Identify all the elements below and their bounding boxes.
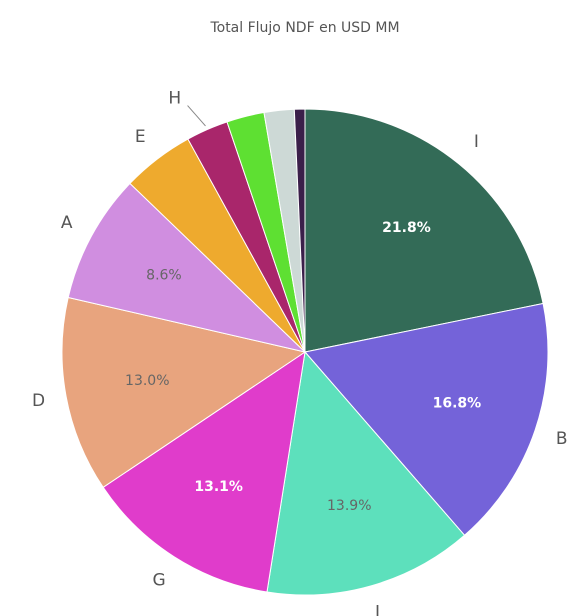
pie-slice (61, 296, 307, 489)
category-label: I (474, 132, 479, 152)
leader-line (187, 105, 206, 127)
category-label: H (168, 89, 181, 109)
value-label: 13.0% (125, 373, 169, 389)
category-label: L (375, 602, 385, 616)
value-label: 13.1% (194, 479, 243, 495)
category-label: B (556, 429, 568, 449)
category-label: E (135, 127, 146, 147)
value-label: 21.8% (382, 220, 431, 236)
value-label: 16.8% (433, 395, 482, 411)
category-label: G (152, 570, 165, 590)
pie-slice (304, 302, 549, 536)
pie-slice (67, 182, 307, 353)
category-label: A (61, 213, 73, 233)
pie-slice (102, 350, 306, 593)
pie-slice (304, 108, 544, 353)
value-label: 13.9% (327, 498, 371, 514)
pie-slice (266, 350, 466, 596)
category-label: D (32, 391, 45, 411)
value-label: 8.6% (146, 268, 182, 284)
chart-title: Total Flujo NDF en USD MM (209, 20, 399, 36)
pie-slice (293, 108, 306, 353)
